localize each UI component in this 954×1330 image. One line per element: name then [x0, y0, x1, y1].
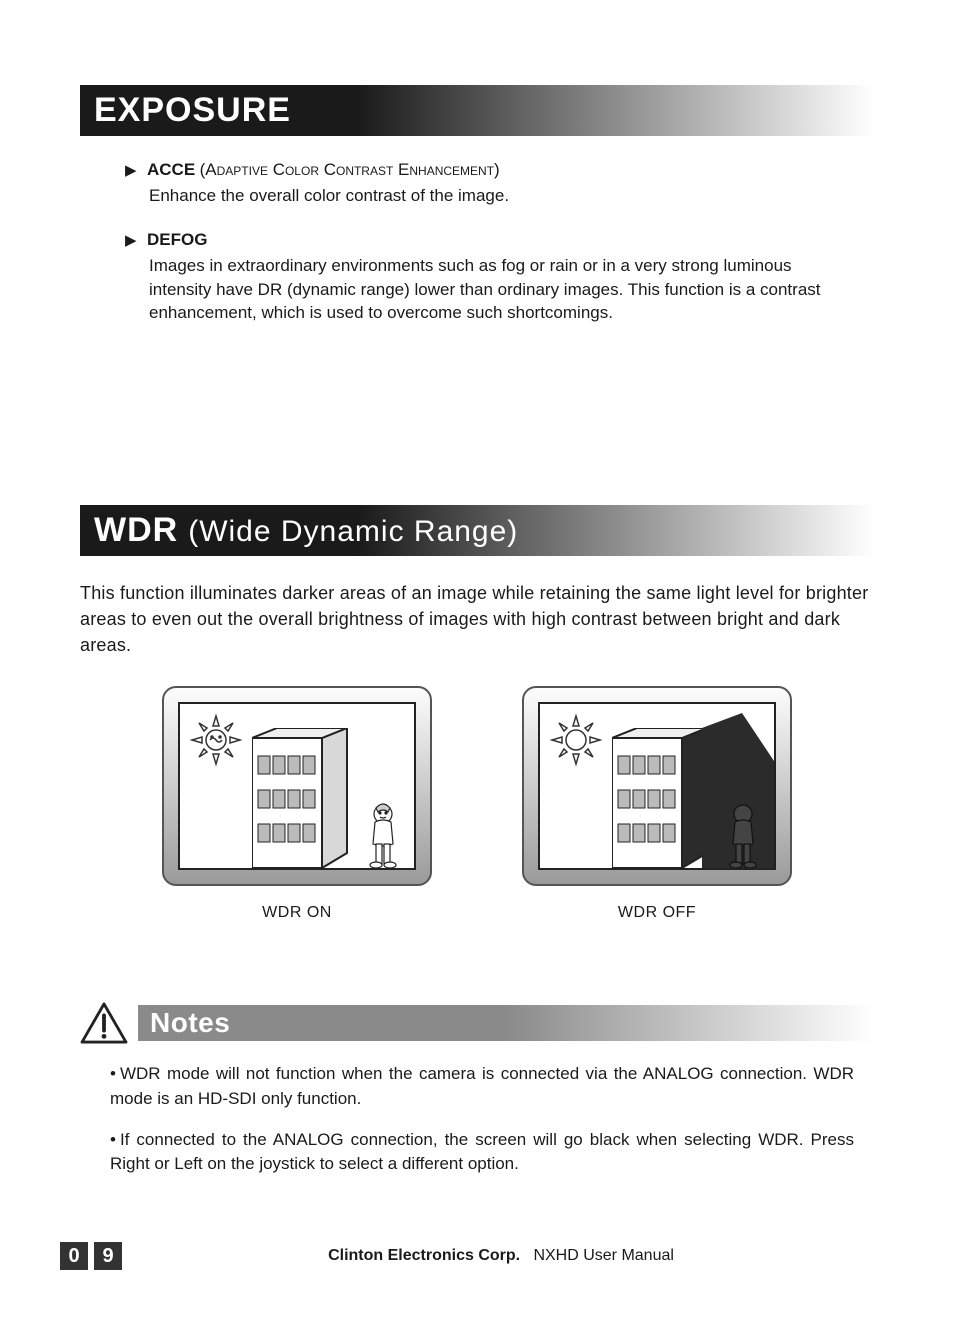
exposure-item-defog: ▶ DEFOG Images in extraordinary environm… — [125, 230, 844, 325]
wdr-on-caption: WDR ON — [162, 904, 432, 922]
page-ones: 9 — [94, 1242, 122, 1270]
note-item: •WDR mode will not function when the cam… — [110, 1062, 854, 1111]
wdr-off-figure: WDR OFF — [522, 686, 792, 922]
person-icon — [362, 802, 404, 868]
defog-term: DEFOG — [147, 230, 207, 249]
warning-icon — [80, 1002, 128, 1044]
exposure-title: EXPOSURE — [94, 91, 860, 130]
wdr-intro: This function illuminates darker areas o… — [80, 580, 874, 658]
note-text: WDR mode will not function when the came… — [110, 1064, 854, 1108]
sun-icon — [188, 712, 244, 768]
monitor-frame — [522, 686, 792, 886]
wdr-on-figure: WDR ON — [162, 686, 432, 922]
wdr-header: WDR (Wide Dynamic Range) — [80, 505, 874, 556]
defog-desc: Images in extraordinary environments suc… — [149, 254, 844, 325]
wdr-title-bold: WDR — [94, 511, 178, 550]
wdr-off-caption: WDR OFF — [522, 904, 792, 922]
screen — [178, 702, 416, 870]
sun-icon — [548, 712, 604, 768]
footer-company: Clinton Electronics Corp. — [328, 1247, 520, 1264]
acce-desc: Enhance the overall color contrast of th… — [149, 184, 844, 208]
note-item: •If connected to the ANALOG connection, … — [110, 1128, 854, 1177]
building-icon — [252, 728, 362, 868]
wdr-image-row: WDR ON — [80, 686, 874, 922]
wdr-title-rest: (Wide Dynamic Range) — [188, 515, 518, 549]
exposure-header: EXPOSURE — [80, 85, 874, 136]
page-footer: 0 9 Clinton Electronics Corp. NXHD User … — [60, 1242, 874, 1270]
acce-term: ACCE — [147, 160, 195, 179]
exposure-item-acce: ▶ ACCE (Adaptive Color Contrast Enhancem… — [125, 160, 844, 208]
bullet-icon: ▶ — [125, 161, 137, 179]
footer-text: Clinton Electronics Corp. NXHD User Manu… — [128, 1247, 874, 1265]
footer-manual: NXHD User Manual — [533, 1247, 673, 1264]
note-text: If connected to the ANALOG connection, t… — [110, 1130, 854, 1174]
monitor-frame — [162, 686, 432, 886]
acce-expansion: (Adaptive Color Contrast Enhancement) — [200, 160, 500, 179]
page-tens: 0 — [60, 1242, 88, 1270]
notes-label: Notes — [138, 1005, 874, 1041]
notes-list: •WDR mode will not function when the cam… — [80, 1062, 874, 1177]
notes-header: Notes — [80, 1002, 874, 1044]
person-dark-icon — [722, 802, 764, 868]
exposure-content: ▶ ACCE (Adaptive Color Contrast Enhancem… — [80, 160, 874, 325]
bullet-icon: ▶ — [125, 231, 137, 249]
screen — [538, 702, 776, 870]
